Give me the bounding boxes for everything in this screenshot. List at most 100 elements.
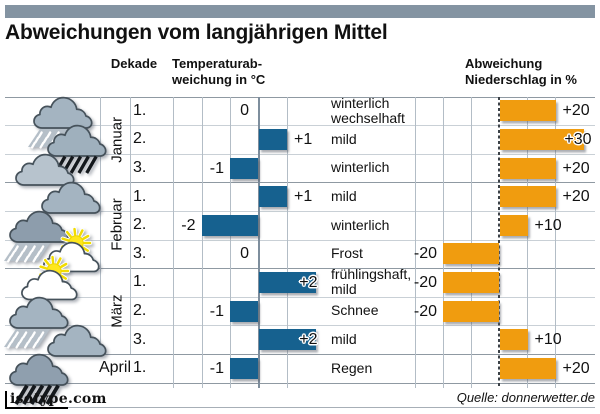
- decade-label: 1.: [133, 187, 147, 205]
- temp-bar: [259, 128, 287, 150]
- temp-value-label: +2: [299, 273, 318, 291]
- precip-value-label: +20: [562, 159, 590, 177]
- temp-bar: [201, 214, 258, 236]
- decade-label: 2.: [133, 301, 147, 319]
- decade-label: 3.: [133, 244, 147, 262]
- temp-value-label: -1: [209, 302, 224, 320]
- page-title: Abweichungen vom langjährigen Mittel: [5, 21, 388, 44]
- temp-bar: [230, 300, 258, 322]
- temp-value-label: 0: [240, 102, 249, 120]
- temp-value-label: +2: [299, 331, 318, 349]
- precip-grid-line: [415, 96, 416, 388]
- heavy-rain-cloud-icon: [0, 352, 80, 409]
- column-header-dekade: Dekade: [110, 56, 158, 71]
- row-separator-line: [5, 125, 595, 127]
- temp-bar: [230, 157, 258, 179]
- precip-bar: [500, 100, 556, 122]
- precip-value-label: +20: [562, 359, 590, 377]
- top-accent-bar: [5, 5, 595, 18]
- temp-grid-line: [173, 96, 174, 388]
- condition-label: winterlich: [331, 216, 390, 233]
- temp-bar: [259, 329, 316, 351]
- condition-label: winterlich wechselhaft: [331, 94, 405, 126]
- decade-label: 2.: [133, 216, 147, 234]
- precip-value-label: +10: [534, 216, 562, 234]
- precip-value-label: +10: [534, 331, 562, 349]
- decade-label: 1.: [133, 359, 147, 377]
- temp-value-label: -1: [209, 159, 224, 177]
- cloud-icon: [38, 323, 118, 364]
- precip-value-label: +30: [564, 130, 592, 148]
- precip-bar: [500, 357, 556, 379]
- temp-bar: [259, 186, 287, 208]
- sun-behind-cloud-icon: [18, 254, 98, 320]
- temp-grid-line: [230, 96, 231, 388]
- month-separator-line: [5, 382, 595, 384]
- precip-bar: [500, 157, 556, 179]
- decade-label: 3.: [133, 330, 147, 348]
- footer-divider: [5, 407, 595, 408]
- condition-label: mild: [331, 130, 357, 147]
- precip-bar: [500, 214, 528, 236]
- precip-grid-line: [443, 96, 444, 388]
- precip-grid-line: [527, 96, 528, 388]
- month-label: April: [98, 359, 131, 377]
- row-separator-line: [5, 296, 595, 298]
- isotype-logo-tld: .com: [67, 391, 107, 407]
- condition-label: Frost: [331, 245, 363, 262]
- row-separator-line: [5, 153, 595, 155]
- precip-bar: [500, 329, 528, 351]
- precip-bar: [443, 243, 499, 265]
- column-divider-line: [100, 96, 101, 354]
- month-separator-line: [5, 353, 595, 355]
- temp-grid-line: [201, 96, 203, 388]
- temp-zero-line: [257, 96, 260, 388]
- temp-value-label: 0: [240, 245, 249, 263]
- decade-label: 3.: [133, 158, 147, 176]
- temp-grid-line: [287, 96, 288, 388]
- precip-bar: [443, 300, 499, 322]
- precip-bar: [500, 186, 556, 208]
- precip-value-label: -20: [413, 302, 437, 320]
- decade-label: 1.: [133, 101, 147, 119]
- row-separator-line: [5, 210, 595, 212]
- cloud-light-icon: [6, 152, 86, 193]
- condition-label: Schnee: [331, 302, 379, 319]
- precip-value-label: -20: [413, 273, 437, 291]
- condition-label: mild: [331, 331, 357, 348]
- condition-label: mild: [331, 188, 357, 205]
- temp-bar: [230, 357, 258, 379]
- precip-bar: [443, 271, 499, 293]
- month-separator-line: [5, 96, 595, 98]
- condition-label: Regen: [331, 359, 373, 376]
- condition-label: frühlingshaft, mild: [331, 266, 412, 298]
- condition-label: winterlich: [331, 159, 390, 176]
- month-separator-line: [5, 182, 595, 184]
- column-divider-line: [129, 96, 131, 354]
- decade-label: 2.: [133, 130, 147, 148]
- temp-bar: [259, 271, 316, 293]
- row-separator-line: [5, 239, 595, 241]
- precip-bar: [500, 128, 584, 150]
- decade-label: 1.: [133, 273, 147, 291]
- precip-value-label: -20: [413, 245, 437, 263]
- month-separator-line: [5, 268, 595, 270]
- isotype-logo: isotype.com: [5, 391, 107, 409]
- row-separator-line: [5, 325, 595, 327]
- precip-grid-line: [555, 96, 556, 388]
- source-credit: Quelle: donnerwetter.de: [456, 390, 595, 405]
- snow-shower-cloud-icon: [0, 295, 80, 352]
- temp-value-label: +1: [294, 130, 313, 148]
- precip-value-label: +20: [562, 188, 590, 206]
- column-header-precipitation: Abweichung Niederschlag in %: [465, 56, 577, 87]
- precip-grid-line: [471, 96, 472, 388]
- temp-value-label: +1: [294, 188, 313, 206]
- column-header-temperature: Temperaturab- weichung in °C: [172, 56, 266, 87]
- cloud-icon: [32, 180, 112, 221]
- temp-value-label: -2: [181, 216, 196, 234]
- precip-value-label: +20: [562, 102, 590, 120]
- precip-zero-line: [498, 96, 500, 388]
- isotype-logo-name: isotype: [5, 391, 68, 409]
- temp-value-label: -1: [209, 359, 224, 377]
